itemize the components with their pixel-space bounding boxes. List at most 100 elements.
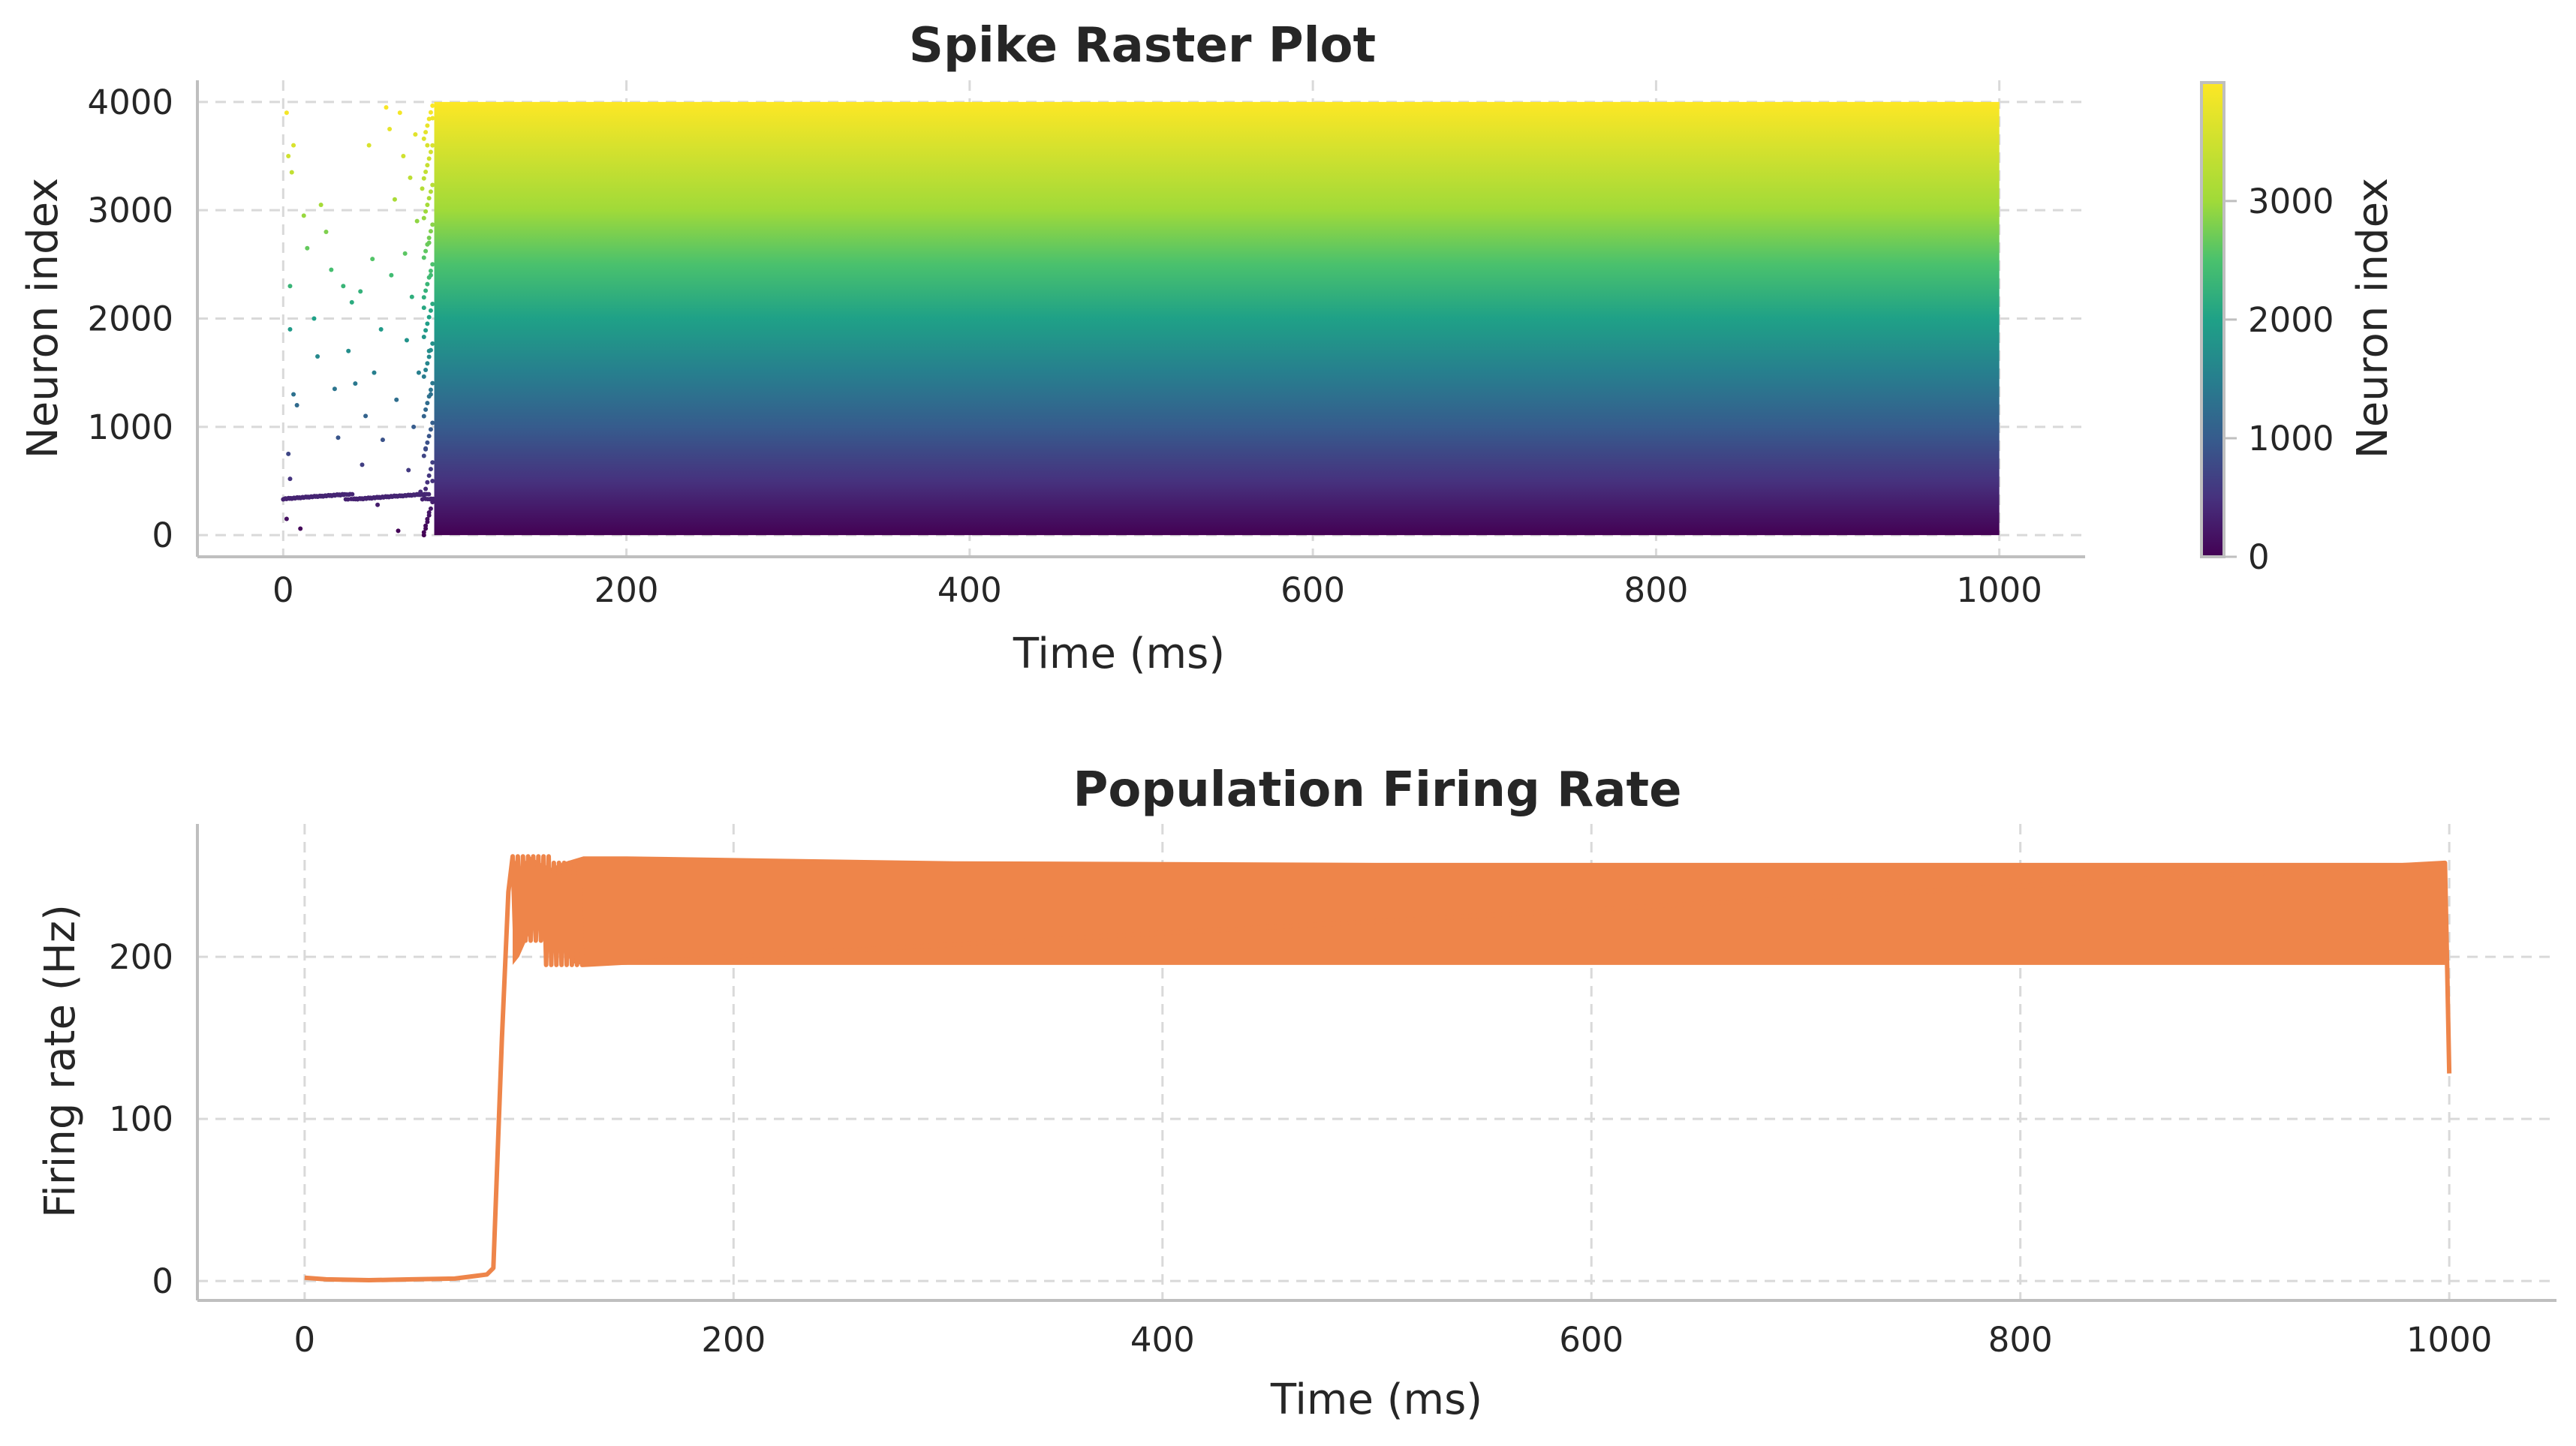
raster-spike — [353, 381, 358, 386]
raster-spike — [425, 401, 430, 406]
raster-spike — [346, 348, 351, 353]
rate-xtick-label: 800 — [1988, 1320, 2053, 1360]
raster-xtick-label: 0 — [272, 570, 294, 610]
raster-band-spike — [423, 496, 429, 501]
raster-spike — [425, 163, 430, 168]
rate-xtick-label: 400 — [1130, 1320, 1195, 1360]
rate-xtick-label: 1000 — [2406, 1320, 2493, 1360]
raster-spike — [426, 354, 432, 359]
raster-spike — [305, 245, 310, 251]
raster-spike — [421, 335, 426, 340]
rate-x-ticks: 0 200 400 600 800 1000 — [294, 1320, 2493, 1360]
rate-line — [304, 854, 2452, 1282]
raster-spike — [387, 126, 393, 131]
raster-spike — [409, 294, 414, 299]
raster-spike — [366, 143, 372, 148]
raster-spike — [324, 230, 329, 235]
raster-spike — [413, 132, 418, 137]
raster-chart: Spike Raster Plot 0 200 400 600 800 1000 0 100… — [19, 18, 2397, 678]
raster-band-spike — [383, 494, 388, 499]
raster-spike — [423, 169, 429, 174]
raster-spike — [294, 402, 299, 407]
raster-spike — [423, 446, 429, 452]
raster-spike — [430, 341, 435, 346]
raster-spike — [426, 235, 432, 240]
raster-spike — [425, 321, 430, 326]
raster-ylabel: Neuron index — [19, 178, 68, 458]
rate-title: Population Firing Rate — [1073, 762, 1682, 818]
colorbar: 0 1000 2000 3000 Neuron index — [2200, 81, 2397, 577]
raster-spike — [428, 149, 433, 155]
raster-spike — [421, 136, 426, 141]
raster-spike — [430, 380, 435, 386]
colorbar-gradient — [2200, 81, 2225, 558]
raster-spike — [428, 347, 433, 353]
raster-band-spike — [414, 492, 420, 497]
raster-spike — [428, 110, 433, 115]
raster-spike — [408, 175, 413, 180]
rate-xtick-label: 600 — [1559, 1320, 1624, 1360]
colorbar-ticks: 0 1000 2000 3000 — [2224, 182, 2334, 577]
raster-spike — [426, 116, 432, 122]
raster-spike — [298, 526, 303, 531]
raster-xlabel: Time (ms) — [1013, 630, 1225, 678]
raster-spike — [336, 435, 341, 440]
raster-band-spike — [343, 497, 348, 502]
raster-spike — [423, 209, 429, 214]
raster-spike — [428, 387, 433, 392]
raster-xtick-label: 200 — [594, 570, 659, 610]
raster-spike — [370, 257, 375, 262]
raster-spike — [421, 305, 426, 311]
raster-spike — [397, 110, 402, 116]
raster-spike — [423, 523, 429, 528]
raster-spike — [401, 154, 406, 159]
raster-spike — [420, 186, 425, 191]
raster-spike — [329, 267, 334, 272]
raster-early-spikes — [284, 103, 435, 538]
raster-spike — [430, 460, 435, 465]
raster-spike — [311, 316, 317, 321]
raster-x-ticks: 0 200 400 600 800 1000 — [272, 570, 2042, 610]
raster-spike — [428, 427, 433, 432]
raster-y-ticks: 0 1000 2000 3000 4000 — [87, 83, 173, 555]
raster-spike — [423, 130, 429, 135]
raster-spike — [426, 510, 432, 515]
raster-spike — [425, 281, 430, 287]
raster-spike — [287, 284, 293, 289]
raster-spike — [425, 361, 430, 366]
raster-spike — [426, 394, 432, 399]
raster-spike — [392, 197, 397, 202]
raster-spike — [384, 105, 389, 110]
raster-spike — [421, 453, 426, 458]
raster-spike — [421, 493, 426, 498]
raster-ytick-label: 1000 — [87, 407, 173, 447]
raster-spike — [425, 242, 430, 247]
raster-band-spike — [317, 493, 323, 498]
raster-spike — [291, 143, 296, 148]
raster-spike — [425, 440, 430, 445]
raster-spike — [406, 467, 411, 473]
raster-spike — [421, 413, 426, 419]
colorbar-tick-label: 3000 — [2248, 182, 2334, 221]
raster-spike — [287, 476, 293, 482]
rate-ylabel: Firing rate (Hz) — [36, 904, 85, 1218]
raster-spike — [421, 530, 426, 535]
raster-spike — [421, 295, 426, 300]
raster-band-spike — [348, 492, 353, 497]
raster-spike — [430, 420, 435, 425]
raster-spike — [430, 500, 435, 505]
rate-xlabel: Time (ms) — [1270, 1375, 1482, 1424]
raster-ytick-label: 0 — [152, 516, 173, 555]
raster-band-spike — [366, 495, 371, 501]
rate-oscillation-band — [513, 856, 2445, 965]
raster-spike — [363, 413, 369, 419]
raster-band-spike — [406, 492, 411, 498]
raster-spike — [360, 462, 365, 467]
raster-spike — [428, 506, 433, 511]
raster-spike — [418, 489, 423, 495]
rate-chart: Population Firing Rate 0 200 400 600 800 1000… — [36, 762, 2556, 1424]
raster-spike — [421, 215, 426, 221]
raster-spike — [414, 218, 420, 224]
raster-band-spike — [397, 493, 402, 498]
